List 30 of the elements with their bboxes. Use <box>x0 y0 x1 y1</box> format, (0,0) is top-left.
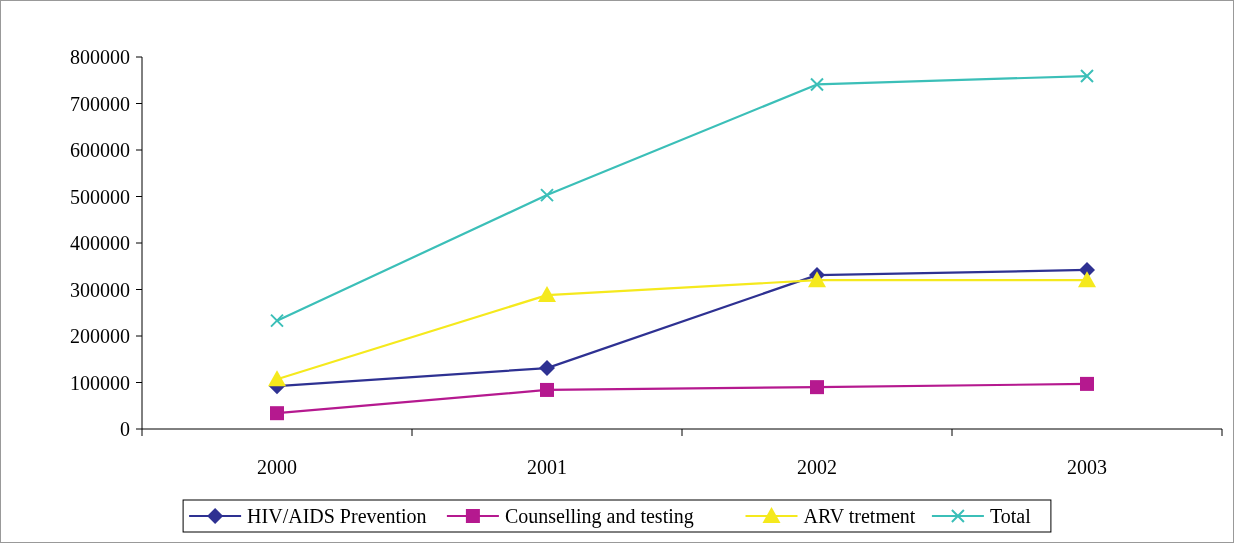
y-tick-label: 800000 <box>70 46 130 68</box>
y-tick-label: 600000 <box>70 139 130 161</box>
point <box>808 271 826 288</box>
legend-label: Total <box>989 505 1032 527</box>
point <box>540 188 554 203</box>
point <box>1080 69 1094 84</box>
y-tick-label: 100000 <box>70 371 130 394</box>
legend-label: ARV tretment <box>803 505 916 527</box>
point <box>538 286 556 303</box>
point <box>810 77 824 92</box>
point <box>1080 376 1094 391</box>
x-tick-label: 2000 <box>257 456 297 478</box>
point <box>270 313 284 328</box>
x-tick-label: 2001 <box>527 456 567 478</box>
legend-label: Counselling and testing <box>504 505 694 528</box>
y-tick-label: 500000 <box>70 185 130 208</box>
y-tick-label: 400000 <box>70 232 130 254</box>
point <box>1078 271 1096 288</box>
point <box>810 380 824 395</box>
x-tick-label: 2003 <box>1067 456 1107 478</box>
x-tick-label: 2002 <box>797 456 837 478</box>
y-tick-label: 0 <box>120 418 130 440</box>
point <box>270 406 284 421</box>
legend-label: HIV/AIDS Prevention <box>247 505 427 527</box>
point <box>268 370 286 387</box>
point <box>539 360 555 377</box>
y-tick-label: 700000 <box>70 92 130 115</box>
point <box>540 382 554 397</box>
y-tick-label: 300000 <box>70 278 130 301</box>
y-tick-label: 200000 <box>70 325 130 347</box>
